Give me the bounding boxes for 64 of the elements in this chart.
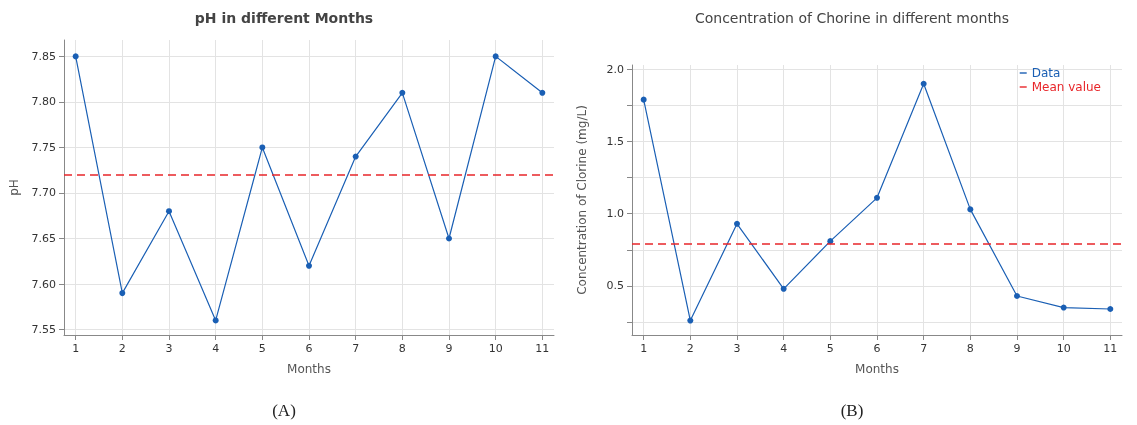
y-tick-label: 0.5: [606, 279, 624, 293]
y-tick-label: 2.0: [606, 62, 624, 76]
x-tick-label: 8: [966, 342, 974, 355]
x-tick-label: 3: [165, 342, 173, 355]
x-tick-label: 11: [1103, 342, 1118, 355]
point: [119, 290, 126, 297]
x-tick-label: 2: [118, 342, 126, 355]
x-tick-label: 4: [780, 342, 788, 355]
y-tick-label: 7.85: [31, 49, 56, 63]
point: [1014, 293, 1020, 300]
point: [166, 208, 172, 215]
point: [539, 89, 546, 96]
point: [352, 153, 359, 160]
x-tick-label: 1: [640, 342, 648, 355]
chart-title: Concentration of Chorine in different months: [694, 10, 1010, 26]
point: [640, 96, 647, 103]
x-tick-label: 6: [305, 342, 313, 355]
y-tick-label: 7.70: [31, 186, 56, 200]
point: [306, 262, 312, 269]
x-tick-label: 6: [873, 342, 881, 355]
text: (B): [840, 401, 864, 420]
x-tick-label: 9: [1013, 342, 1021, 355]
x-tick-label: 3: [733, 342, 741, 355]
y-tick-label: 7.55: [31, 323, 56, 337]
legend-label: Mean value: [1031, 80, 1102, 94]
x-tick-label: 8: [398, 342, 406, 355]
x-tick-label: 4: [212, 342, 220, 355]
y-tick-label: 7.80: [31, 95, 56, 109]
x-axis-title: Months: [287, 362, 331, 376]
y-tick-label: 7.60: [31, 277, 56, 291]
text: (A): [272, 401, 296, 420]
point: [734, 220, 740, 227]
y-tick-label: 7.75: [31, 140, 56, 154]
y-axis-title: pH: [7, 179, 21, 196]
x-tick-label: 2: [686, 342, 694, 355]
point: [920, 80, 927, 87]
x-tick-label: 10: [488, 342, 503, 355]
point: [1060, 304, 1067, 311]
y-tick-label: 1.0: [606, 207, 624, 221]
point: [967, 206, 974, 213]
x-tick-label: 7: [920, 342, 928, 355]
point: [1107, 306, 1114, 313]
chart-title: pH in different Months: [194, 10, 374, 26]
x-tick-label: 5: [258, 342, 266, 355]
x-tick-label: 5: [826, 342, 834, 355]
point: [399, 89, 406, 96]
y-axis-title: Concentration of Clorine (mg/L): [575, 105, 589, 295]
y-tick-label: 1.5: [606, 135, 624, 149]
legend-label: Data: [1031, 66, 1061, 80]
point: [687, 317, 694, 324]
x-tick-label: 1: [72, 342, 80, 355]
point: [259, 144, 266, 151]
point: [72, 53, 79, 60]
point: [874, 194, 880, 201]
point: [780, 285, 787, 292]
x-tick-label: 10: [1056, 342, 1071, 355]
point: [212, 317, 219, 324]
x-tick-label: 11: [535, 342, 550, 355]
point: [446, 235, 452, 242]
x-axis-title: Months: [855, 362, 899, 376]
x-tick-label: 9: [445, 342, 453, 355]
x-tick-label: 7: [352, 342, 360, 355]
y-tick-label: 7.65: [31, 231, 56, 245]
point: [492, 53, 499, 60]
